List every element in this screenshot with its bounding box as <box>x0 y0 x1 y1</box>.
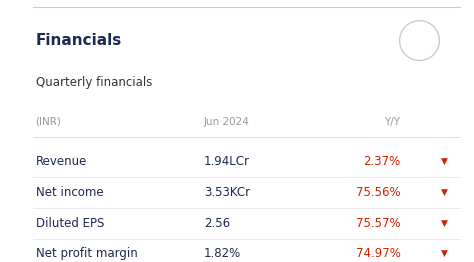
Text: ▼: ▼ <box>441 157 448 166</box>
Text: 1.94LCr: 1.94LCr <box>204 155 250 168</box>
Text: 2.37%: 2.37% <box>363 155 401 168</box>
Text: Quarterly financials: Quarterly financials <box>36 76 152 89</box>
Text: Financials: Financials <box>36 33 122 48</box>
Text: ▼: ▼ <box>441 249 448 258</box>
Text: (INR): (INR) <box>36 117 62 127</box>
Text: Y/Y: Y/Y <box>384 117 401 127</box>
Text: 74.97%: 74.97% <box>356 247 401 260</box>
Text: Revenue: Revenue <box>36 155 87 168</box>
Text: Jun 2024: Jun 2024 <box>204 117 250 127</box>
Ellipse shape <box>400 21 439 61</box>
Text: 75.56%: 75.56% <box>356 186 401 199</box>
Text: Net income: Net income <box>36 186 103 199</box>
Text: 1.82%: 1.82% <box>204 247 241 260</box>
Text: 2.56: 2.56 <box>204 217 230 230</box>
Text: ›: › <box>417 33 422 48</box>
Text: Net profit margin: Net profit margin <box>36 247 137 260</box>
Text: Diluted EPS: Diluted EPS <box>36 217 104 230</box>
Text: ▼: ▼ <box>441 219 448 228</box>
Text: 75.57%: 75.57% <box>356 217 401 230</box>
Text: ▼: ▼ <box>441 188 448 197</box>
Text: 3.53KCr: 3.53KCr <box>204 186 250 199</box>
